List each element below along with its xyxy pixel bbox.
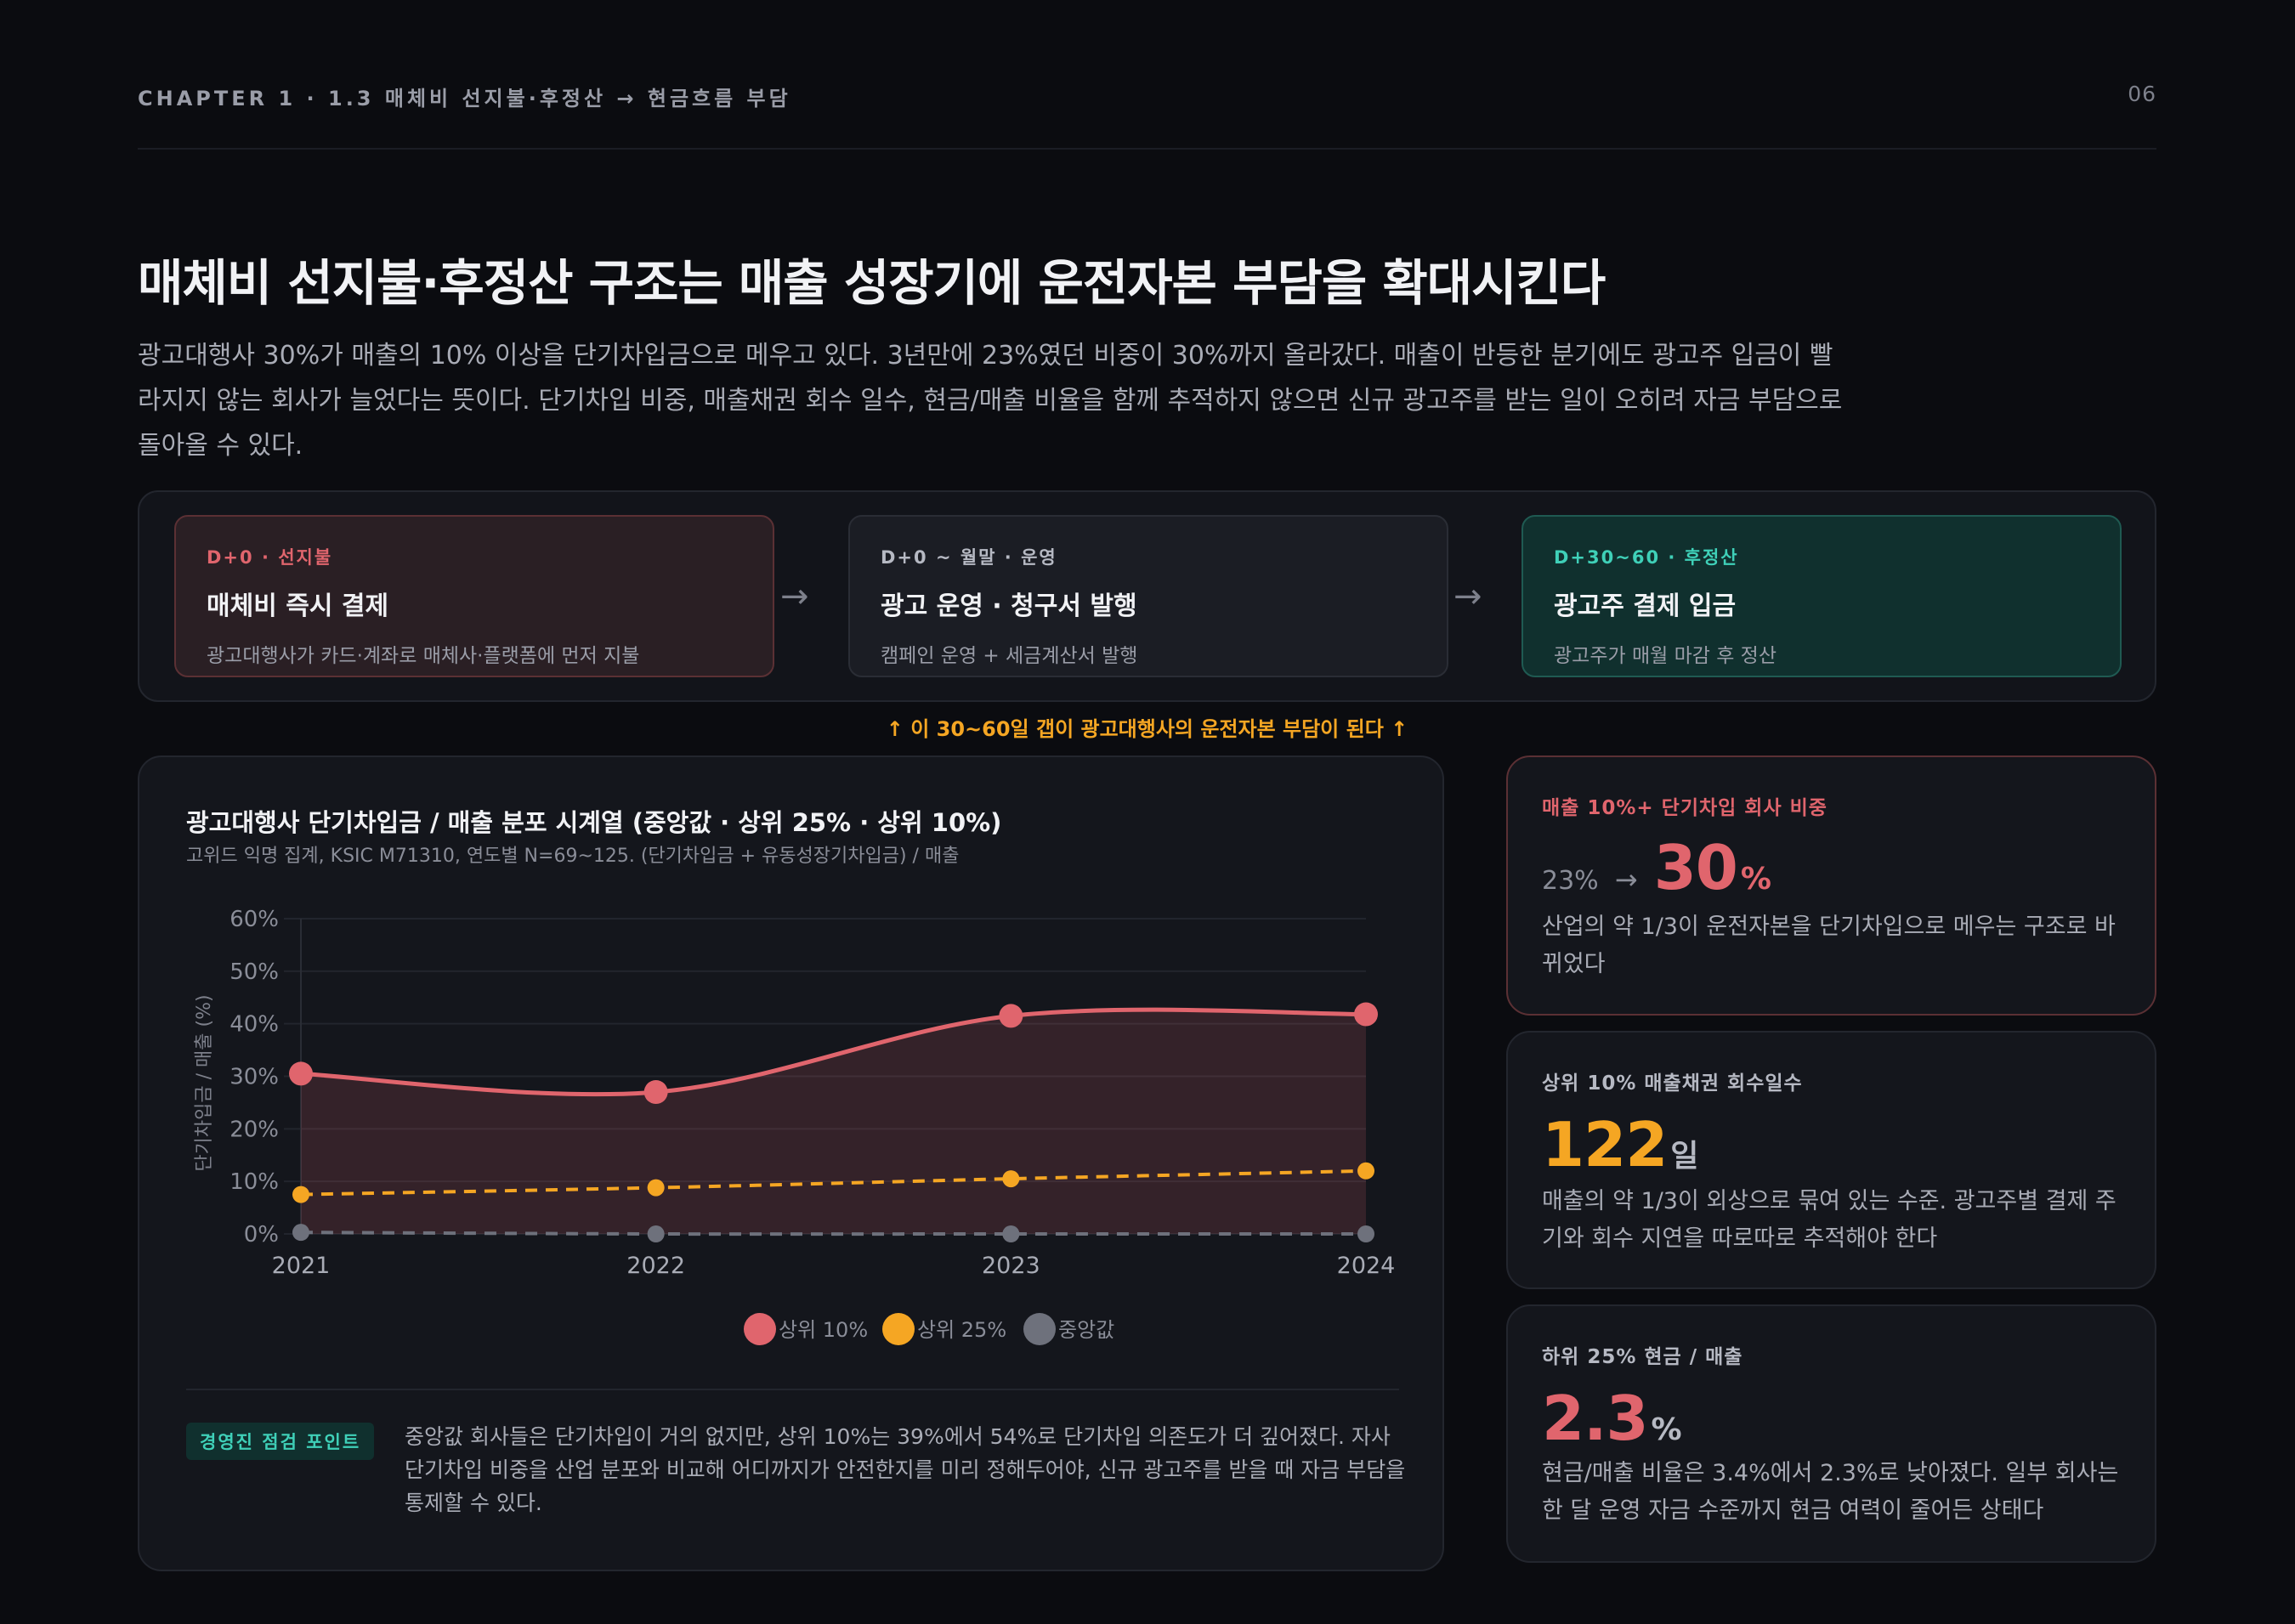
arrow-right-icon: → [1614,863,1638,896]
kpi-unit: % [1740,862,1771,897]
series-line-1 [300,1168,1367,1197]
page-title: 매체비 선지불·후정산 구조는 매출 성장기에 운전자본 부담을 확대시킨다 [138,254,1606,312]
checkpoint-text: 중앙값 회사들은 단기차입이 거의 없지만, 상위 10%는 39%에서 54%… [405,1424,1406,1515]
kpi-label: 상위 10% 매출채권 회수일수 [1542,1072,1803,1095]
x-tick-label: 2023 [982,1253,1040,1279]
data-point [647,1179,665,1197]
kpi-value-row: 23% → 30% [1542,832,1771,903]
legend-label: 중앙값 [1058,1318,1114,1342]
y-tick-label: 10% [230,1169,279,1195]
series-line-2 [300,1231,1366,1236]
kpi-label: 매출 10%+ 단기차입 회사 비중 [1542,797,1828,819]
x-tick-label: 2021 [272,1253,331,1279]
legend-swatch [882,1313,915,1345]
kpi-unit: 일 [1670,1139,1699,1174]
kpi-value: 30 [1653,832,1738,903]
kpi-desc: 현금/매출 비율은 3.4%에서 2.3%로 낮아졌다. 일부 회사는 한 달 … [1542,1460,2119,1524]
x-tick-label: 2024 [1337,1253,1396,1279]
kpi-value: 122 [1542,1109,1668,1180]
flow-arrow-icon: → [780,577,809,616]
flow-step-prepay: D+0 · 선지불 매체비 즉시 결제 광고대행사가 카드·계좌로 매체사·플랫… [174,515,774,677]
data-point [1357,1162,1374,1180]
flow-step-desc: 캠페인 운영 + 세금계산서 발행 [881,645,1138,667]
flow-step-name: 광고주 결제 입금 [1554,591,1737,621]
series-area-top10 [301,1010,1366,1234]
y-axis-label: 단기차입금 / 매출 (%) [194,994,215,1171]
kpi-value-row: 122 일 [1542,1109,1698,1180]
lead-paragraph: 광고대행사 30%가 매출의 10% 이상을 단기차입금으로 메우고 있다. 3… [138,341,1843,461]
flow-step-desc: 광고주가 매월 마감 후 정산 [1554,645,1777,667]
kpi-value-row: 2.3% [1542,1383,1682,1454]
flow-step-tag: D+0 ~ 월말 · 운영 [881,547,1057,568]
y-tick-label: 30% [230,1065,279,1090]
flow-step-tag: D+30~60 · 후정산 [1554,547,1739,568]
flow-step-settle: D+30~60 · 후정산 광고주 결제 입금 광고주가 매월 마감 후 정산 [1522,515,2122,677]
data-point [289,1061,313,1086]
flow-step-name: 광고 운영 · 청구서 발행 [881,591,1137,621]
kpi-unit: % [1651,1412,1682,1447]
y-tick-label: 20% [230,1117,279,1142]
x-tick-label: 2022 [626,1253,685,1279]
executive-checkpoint-badge: 경영진 점검 포인트 [186,1423,375,1460]
gap-note: ↑ 이 30~60일 갭이 광고대행사의 운전자본 부담이 된다 ↑ [886,717,1408,741]
cashflow-timeline: D+0 · 선지불 매체비 즉시 결제 광고대행사가 카드·계좌로 매체사·플랫… [138,490,2156,702]
kpi-card-receivable-days: 상위 10% 매출채권 회수일수 122 일 매출의 약 1/3이 외상으로 묶여… [1506,1031,2156,1289]
flow-step-tag: D+0 · 선지불 [207,547,333,568]
page-number: 06 [2128,82,2156,106]
y-tick-label: 50% [230,959,279,985]
page: CHAPTER 1 · 1.3 매체비 선지불·후정산 → 현금흐름 부담 06… [138,0,2156,1624]
data-point [999,1004,1023,1028]
kpi-card-cash-to-sales: 하위 25% 현금 / 매출 2.3% 현금/매출 비율은 3.4%에서 2.3… [1506,1304,2156,1563]
legend-label: 상위 25% [917,1318,1006,1342]
y-tick-label: 0% [244,1222,279,1248]
legend-label: 상위 10% [779,1318,868,1342]
data-point [1357,1225,1374,1242]
series-line-0 [300,1007,1367,1097]
divider [186,1389,1399,1390]
data-point [1002,1170,1020,1188]
chapter-breadcrumb: CHAPTER 1 · 1.3 매체비 선지불·후정산 → 현금흐름 부담 [138,87,791,110]
y-tick-label: 60% [230,907,279,932]
flow-step-desc: 광고대행사가 카드·계좌로 매체사·플랫폼에 먼저 지불 [207,645,640,667]
flow-step-operate: D+0 ~ 월말 · 운영 광고 운영 · 청구서 발행 캠페인 운영 + 세금… [848,515,1448,677]
chart-title: 광고대행사 단기차입금 / 매출 분포 시계열 (중앙값 · 상위 25% · … [186,808,1002,837]
kpi-value: 2.3 [1542,1383,1649,1454]
legend-swatch [1023,1313,1056,1345]
kpi-label: 하위 25% 현금 / 매출 [1542,1346,1743,1368]
data-point [292,1185,309,1203]
data-point [647,1225,665,1242]
y-tick-label: 40% [230,1012,279,1038]
kpi-desc: 매출의 약 1/3이 외상으로 묶여 있는 수준. 광고주별 결제 주기와 회수… [1542,1188,2116,1252]
legend-swatch [744,1313,776,1345]
chart-subtitle: 고위드 익명 집계, KSIC M71310, 연도별 N=69~125. (단… [186,846,960,867]
flow-step-name: 매체비 즉시 결제 [207,591,389,621]
page-header: CHAPTER 1 · 1.3 매체비 선지불·후정산 → 현금흐름 부담 06 [138,82,2156,150]
flow-arrow-icon: → [1454,577,1482,616]
line-chart: 0% 10% 20% 30% 40% 50% 60% 단기차입금 / 매출 (%) 2021 20… [194,907,1396,1345]
data-point [292,1224,309,1242]
data-point [643,1080,668,1105]
data-point [1354,1002,1378,1027]
data-point [1002,1225,1020,1242]
chart-card: 광고대행사 단기차입금 / 매출 분포 시계열 (중앙값 · 상위 25% · … [138,755,1444,1571]
kpi-desc: 산업의 약 1/3이 운전자본을 단기차입으로 메우는 구조로 바뀌었다 [1542,914,2116,977]
kpi-card-short-term-debt-share: 매출 10%+ 단기차입 회사 비중 23% → 30% 산업의 약 1/3이 … [1506,755,2156,1016]
kpi-previous-value: 23% [1542,866,1599,896]
